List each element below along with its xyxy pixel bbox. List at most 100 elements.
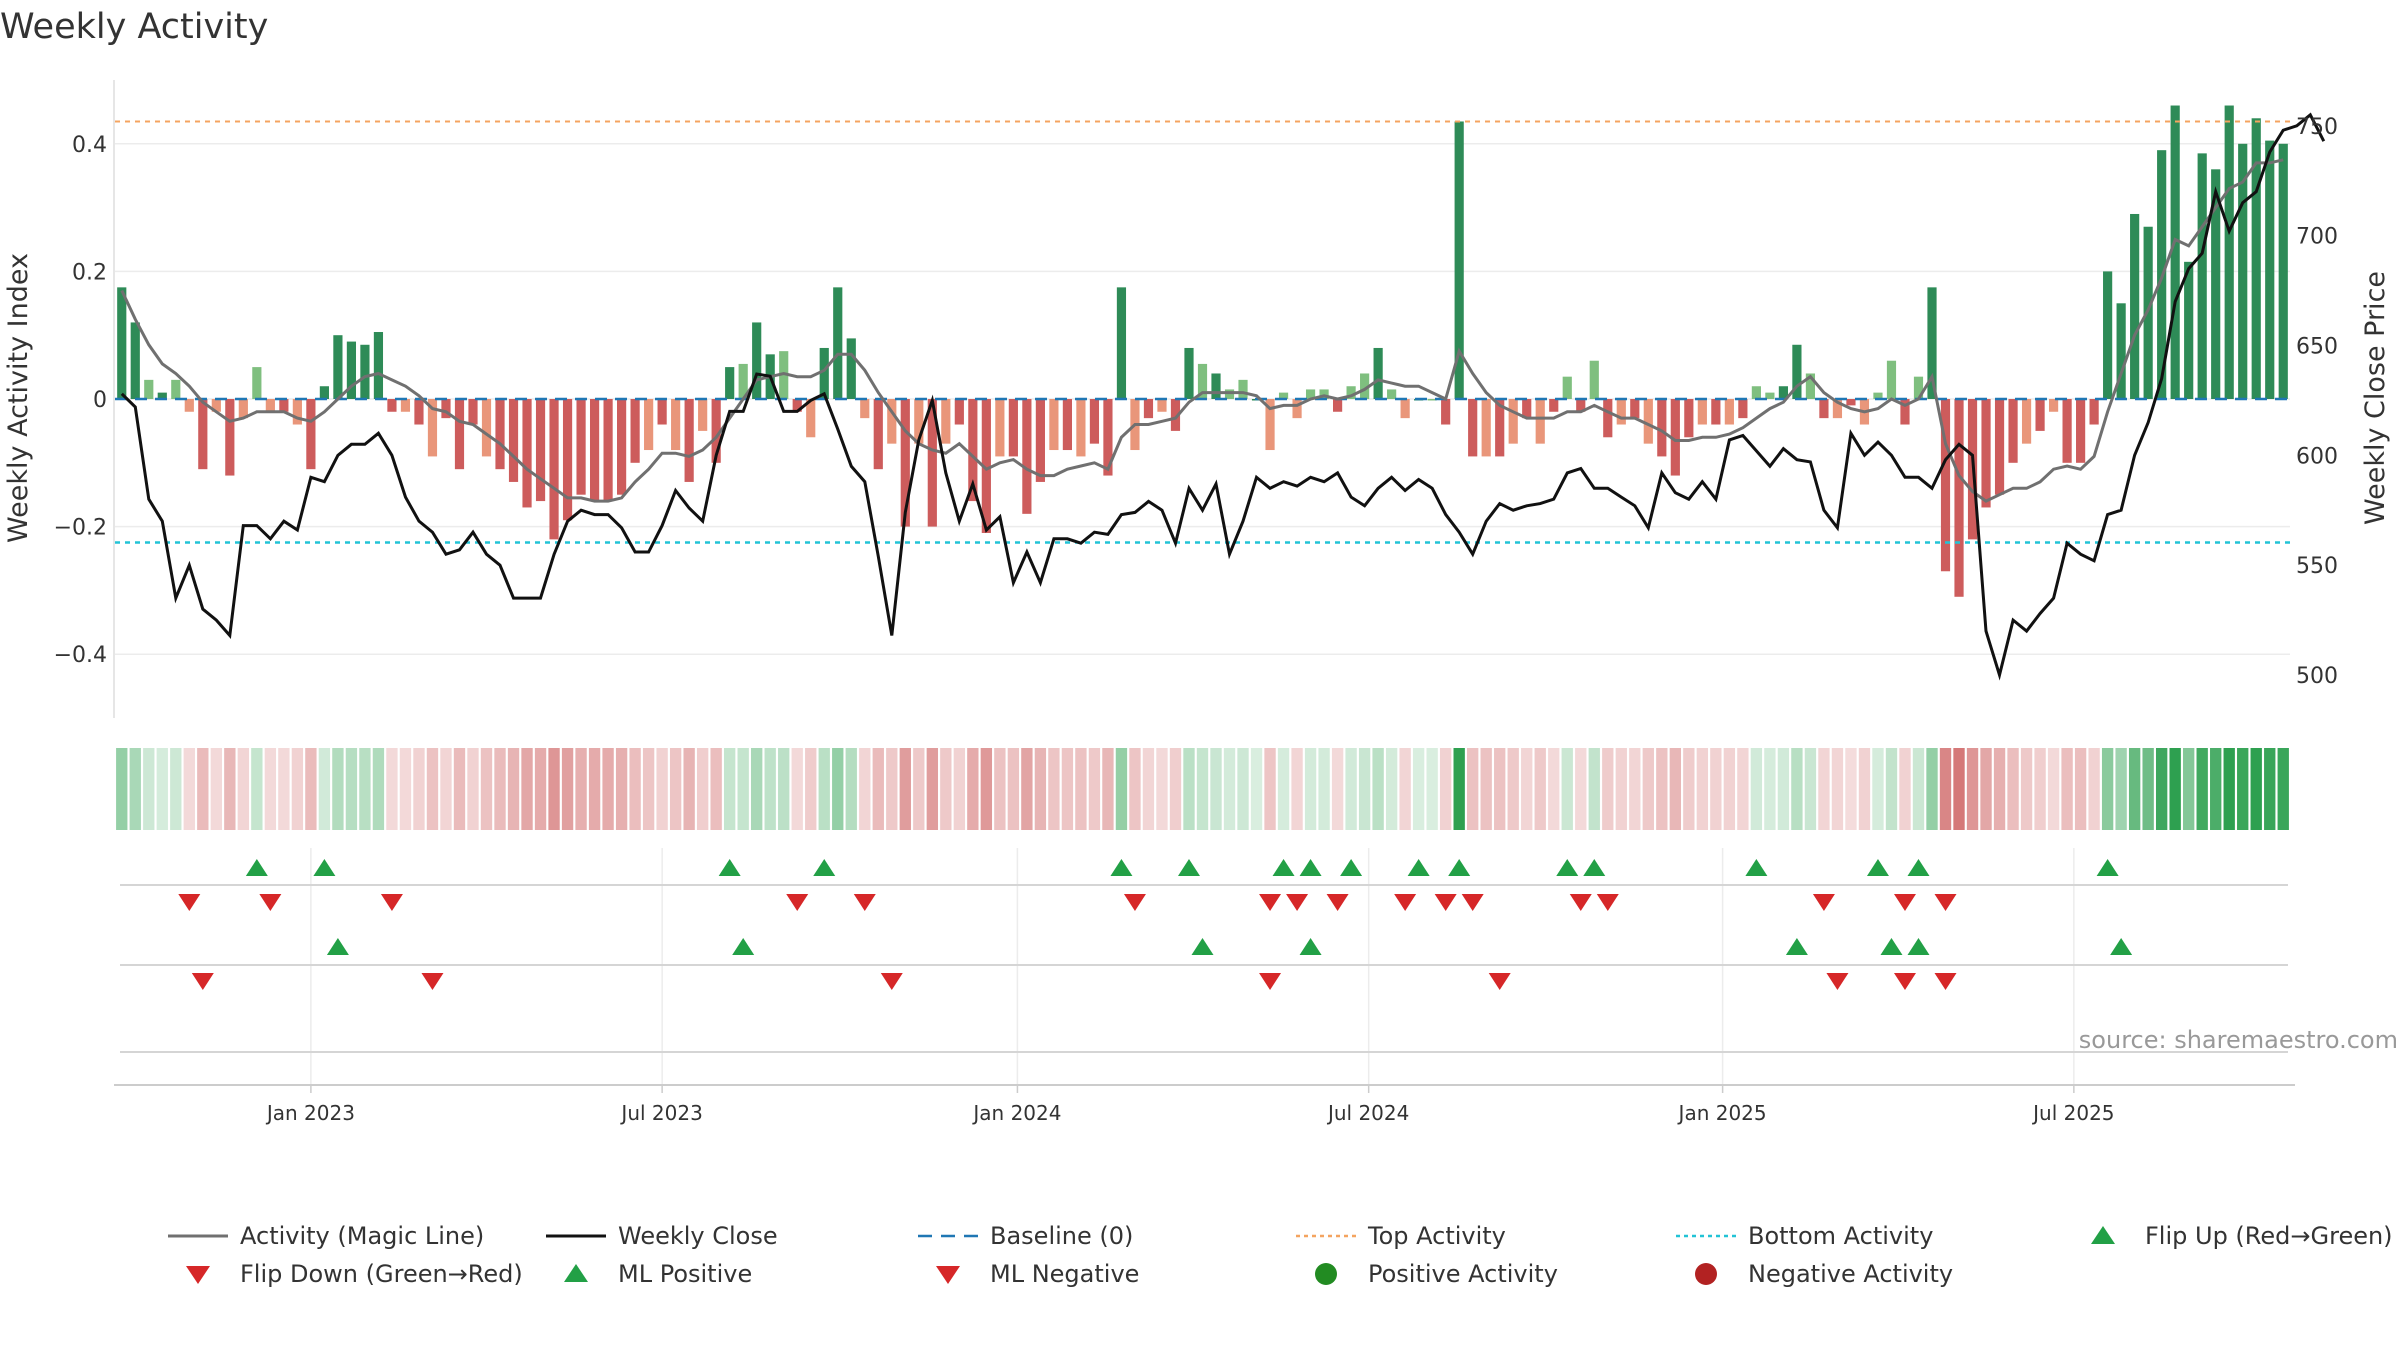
activity-bar (1576, 399, 1586, 412)
heat-cell (1277, 748, 1290, 830)
heat-cell (453, 748, 466, 830)
activity-bar (265, 399, 275, 412)
activity-bar (1062, 399, 1072, 451)
heat-cell (251, 748, 263, 830)
flip-down-marker (1259, 894, 1282, 911)
heat-cell (2210, 748, 2222, 830)
activity-bar (387, 399, 397, 412)
activity-bar (1643, 399, 1653, 444)
heat-cell (1142, 748, 1155, 830)
chart-title: Weekly Activity (0, 7, 268, 47)
heat-cell (1750, 748, 1763, 830)
activity-bar (1873, 392, 1883, 399)
legend-item: Activity (Magic Line) (168, 1222, 484, 1250)
heat-cell (1939, 748, 1952, 830)
flip-down-marker (1893, 894, 1916, 911)
heat-cell (1534, 748, 1546, 830)
activity-bar (198, 399, 208, 470)
heat-cell (669, 748, 682, 830)
heat-cell (1453, 748, 1465, 830)
activity-bar (603, 399, 613, 502)
activity-bar (117, 287, 127, 399)
ml-negative-marker (1488, 973, 1511, 990)
heat-cell (507, 748, 520, 830)
legend-label: Bottom Activity (1748, 1222, 1933, 1250)
activity-bar (995, 399, 1005, 457)
activity-bar (2008, 399, 2018, 463)
heat-cell (696, 748, 709, 830)
heat-cell (494, 748, 506, 830)
activity-bar (1562, 376, 1572, 399)
y2-axis-ticks: 750 700 650 600 550 500 (2296, 115, 2338, 689)
heat-cell (183, 748, 195, 830)
activity-bar (1441, 399, 1451, 425)
activity-bar (1346, 386, 1356, 399)
activity-bar (333, 335, 343, 399)
heat-cell (359, 748, 371, 830)
activity-bar (1994, 399, 2005, 495)
heat-cell (1115, 748, 1128, 830)
y-tick-label: 0.4 (72, 133, 107, 158)
activity-bar (481, 399, 492, 457)
heat-cell (1021, 748, 1033, 830)
heat-cell (845, 748, 857, 830)
activity-bar (1684, 399, 1694, 438)
activity-bar (1886, 360, 1897, 399)
heat-cell (859, 748, 871, 830)
x-tick-label: Jan 2025 (1677, 1101, 1767, 1125)
heat-cell (1385, 748, 1398, 830)
heat-cell (1588, 748, 1600, 830)
activity-bar (752, 322, 762, 399)
flip-up-marker (313, 859, 336, 876)
activity-bar (1981, 399, 1991, 508)
activity-bar (319, 386, 329, 399)
flip-down-marker (1461, 894, 1484, 911)
activity-bar (2076, 399, 2086, 463)
heat-cell (1575, 748, 1587, 830)
heat-cell (2155, 748, 2168, 830)
heat-cell (521, 748, 533, 830)
heat-cell (170, 748, 182, 830)
activity-bar (1116, 287, 1127, 399)
heat-cell (2223, 748, 2235, 830)
heat-cell (1683, 748, 1695, 830)
activity-bar (671, 399, 681, 451)
heat-cell (1196, 748, 1209, 830)
heat-cell (1129, 748, 1141, 830)
heat-cell (1048, 748, 1060, 830)
heat-cell (1372, 748, 1384, 830)
activity-bar (1765, 392, 1775, 399)
heat-cell (1521, 748, 1533, 830)
heat-cell (710, 748, 722, 830)
activity-bar (954, 399, 964, 425)
flip-up-marker (718, 859, 741, 876)
heat-cell (1061, 748, 1074, 830)
heat-cell (1034, 748, 1047, 830)
activity-bar (2035, 399, 2045, 431)
activity-bar (1913, 376, 1924, 399)
heat-cell (1210, 748, 1222, 830)
heat-cell (197, 748, 209, 830)
y2-tick-label: 500 (2296, 664, 2338, 689)
activity-bar (306, 399, 316, 470)
activity-bar (535, 399, 546, 502)
heat-cell (1345, 748, 1357, 830)
heat-cell (399, 748, 412, 830)
legend-swatch (936, 1266, 960, 1284)
ml-negative-marker (1934, 973, 1957, 990)
activity-bar (927, 399, 937, 527)
heat-cell (2277, 748, 2289, 830)
heat-cell (1831, 748, 1844, 830)
heat-cell (1331, 748, 1344, 830)
heat-cell (305, 748, 317, 830)
ml-negative-marker (191, 973, 214, 990)
activity-bar (562, 399, 573, 521)
activity-bar (2278, 143, 2288, 399)
heat-cell (1818, 748, 1830, 830)
heat-cell (413, 748, 425, 830)
ml-positive-marker (326, 938, 349, 955)
activity-bar (2184, 261, 2194, 399)
flip-up-marker (1177, 859, 1200, 876)
activity-bar (2062, 399, 2072, 463)
legend-label: Activity (Magic Line) (240, 1222, 484, 1250)
